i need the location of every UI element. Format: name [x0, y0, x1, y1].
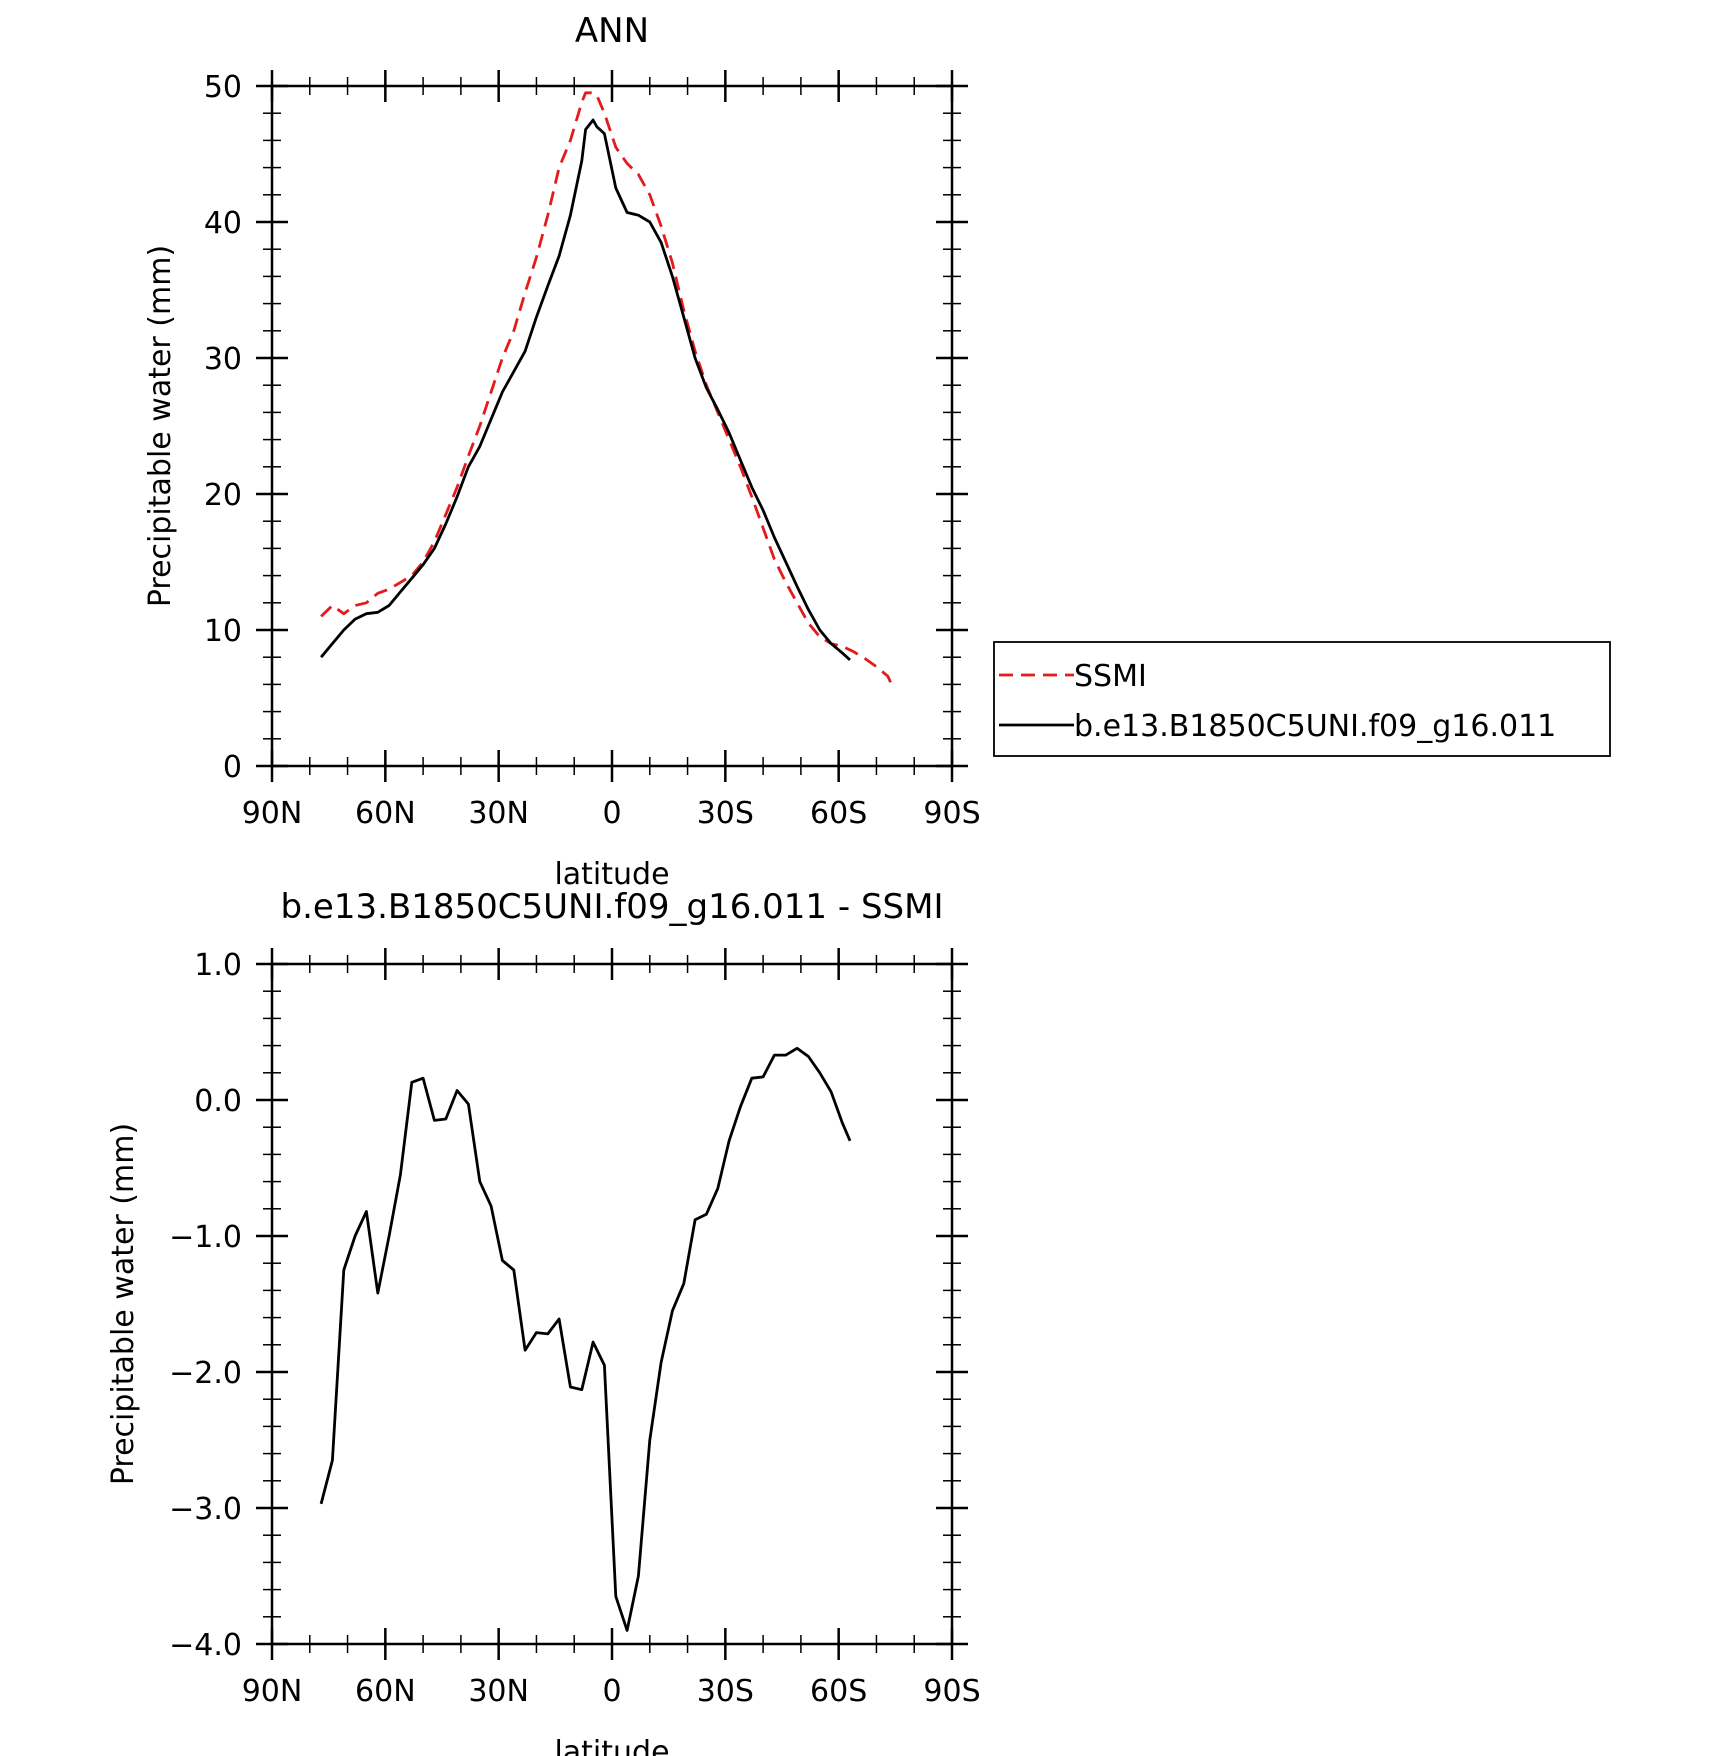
chart-title: ANN	[575, 11, 649, 51]
legend-entry: b.e13.B1850C5UNI.f09_g16.011	[1074, 709, 1556, 744]
y-tick-label: 30	[204, 342, 242, 377]
x-tick-label: 30S	[697, 796, 754, 831]
series-line-b-e13-b1850c5uni-f09-g16-011	[320, 118, 851, 661]
y-tick-label: 40	[204, 206, 242, 241]
x-tick-label: 60S	[810, 1674, 867, 1709]
x-tick-label: 30N	[468, 796, 529, 831]
x-tick-label: 90N	[242, 796, 303, 831]
y-tick-label: −1.0	[169, 1220, 242, 1255]
y-axis-label: Precipitable water (mm)	[143, 245, 178, 607]
y-tick-label: 0.0	[194, 1084, 242, 1119]
y-axis-label: Precipitable water (mm)	[106, 1123, 141, 1485]
y-tick-label: −2.0	[169, 1356, 242, 1391]
bottom-panel: 90N 60N 30N 0 30S 60S 90S −4.0 −3.0 −2.0 −1.0 0.0 1.…	[106, 887, 981, 1756]
x-axis-label: latitude	[554, 1735, 669, 1756]
y-tick-label: 10	[204, 614, 242, 649]
legend-entry: SSMI	[1074, 659, 1147, 694]
y-tick-label: 50	[204, 70, 242, 105]
y-tick-label: 1.0	[194, 948, 242, 983]
series-line-ssmi	[320, 91, 893, 685]
series-line-difference	[319, 1046, 852, 1632]
y-tick-label: −3.0	[169, 1492, 242, 1527]
x-tick-label: 0	[602, 1674, 621, 1709]
plot-frame	[270, 962, 954, 1646]
chart-title: b.e13.B1850C5UNI.f09_g16.011 - SSMI	[281, 887, 944, 927]
x-tick-label: 30N	[468, 1674, 529, 1709]
y-tick-label: 0	[223, 750, 242, 785]
x-tick-label: 90S	[923, 1674, 980, 1709]
x-tick-label: 60N	[355, 1674, 416, 1709]
y-tick-label: 20	[204, 478, 242, 513]
x-axis-label: latitude	[554, 857, 669, 892]
top-panel: 90N 60N 30N 0 30S 60S 90S 0 10 20 30 40 50 ANN latitud…	[143, 11, 981, 892]
legend: SSMI b.e13.B1850C5UNI.f09_g16.011	[993, 641, 1611, 757]
legend-box	[993, 641, 1611, 757]
x-tick-label: 0	[602, 796, 621, 831]
x-tick-label: 30S	[697, 1674, 754, 1709]
y-tick-label: −4.0	[169, 1628, 242, 1663]
x-tick-label: 90S	[923, 796, 980, 831]
x-tick-label: 60S	[810, 796, 867, 831]
x-tick-label: 90N	[242, 1674, 303, 1709]
x-tick-label: 60N	[355, 796, 416, 831]
plot-frame	[270, 84, 954, 768]
